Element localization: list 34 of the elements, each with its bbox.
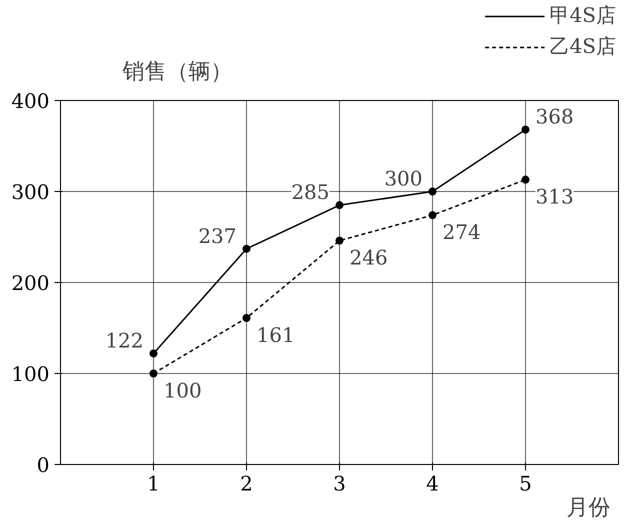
y-tick-label: 0	[36, 453, 50, 477]
y-tick-label: 400	[11, 89, 50, 113]
x-tick-label: 2	[240, 472, 253, 496]
x-axis-title: 月份	[566, 496, 610, 520]
point	[336, 236, 344, 245]
legend-label: 乙4S店	[550, 33, 616, 60]
data-label: 285	[291, 180, 330, 204]
data-label: 274	[442, 220, 481, 244]
data-label: 237	[198, 224, 237, 248]
point	[150, 349, 158, 358]
legend-label: 甲4S店	[550, 2, 616, 29]
y-axis-title: 销售（辆）	[122, 60, 232, 84]
data-label: 161	[256, 322, 295, 347]
data-label: 368	[536, 104, 574, 129]
x-tick-label: 4	[426, 472, 439, 496]
point	[522, 176, 530, 184]
x-tick-label: 1	[147, 472, 160, 496]
point	[150, 370, 158, 378]
y-tick-label: 100	[11, 362, 50, 386]
point	[242, 314, 250, 322]
point	[428, 211, 436, 220]
x-tick-label: 3	[333, 472, 346, 496]
data-label: 122	[105, 328, 144, 352]
point	[336, 201, 344, 210]
data-label: 300	[384, 166, 423, 190]
x-tick-label: 5	[519, 472, 532, 496]
y-tick-label: 300	[11, 180, 50, 204]
point	[428, 188, 436, 196]
data-label: 246	[350, 246, 388, 270]
data-label: 100	[164, 378, 202, 402]
point	[522, 126, 530, 134]
y-tick-label: 200	[11, 271, 50, 295]
data-label: 313	[536, 184, 574, 209]
point	[242, 244, 250, 253]
